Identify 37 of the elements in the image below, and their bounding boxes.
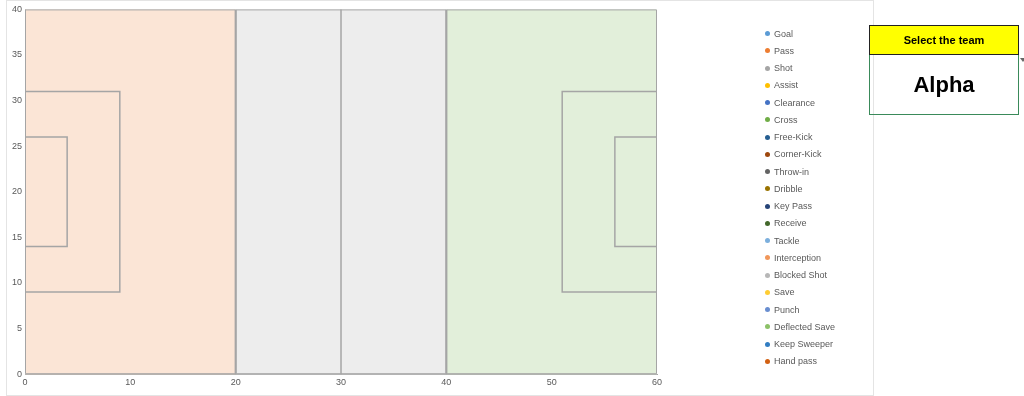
y-tick-label: 10 bbox=[12, 277, 23, 288]
x-tick-label: 40 bbox=[441, 377, 452, 388]
text: Select the team bbox=[869, 25, 1019, 55]
y-tick-label: 20 bbox=[12, 186, 23, 197]
x-tick-label: 30 bbox=[336, 377, 347, 388]
legend-label: Interception bbox=[774, 252, 822, 263]
legend-label: Goal bbox=[774, 28, 794, 39]
y-tick-label: 35 bbox=[12, 49, 23, 60]
y-tick-label: 30 bbox=[12, 95, 23, 106]
y-tick-label: 0 bbox=[17, 368, 23, 379]
legend-label: Receive bbox=[774, 218, 807, 229]
text: Alpha bbox=[869, 55, 1019, 115]
legend-label: Deflected Save bbox=[774, 321, 836, 332]
legend-label: Save bbox=[774, 287, 795, 298]
legend-label: Cross bbox=[774, 114, 798, 125]
y-tick-label: 40 bbox=[12, 3, 23, 14]
legend-label: Punch bbox=[774, 304, 800, 315]
legend-label: Keep Sweeper bbox=[774, 339, 834, 350]
legend-label: Tackle bbox=[774, 235, 800, 246]
legend-label: Clearance bbox=[774, 97, 816, 108]
legend-label: Pass bbox=[774, 45, 795, 56]
legend-label: Hand pass bbox=[774, 356, 818, 367]
y-tick-label: 15 bbox=[12, 231, 23, 242]
legend-label: Assist bbox=[774, 80, 799, 91]
legend-label: Blocked Shot bbox=[774, 270, 828, 281]
legend-label: Throw-in bbox=[774, 166, 810, 177]
x-tick-label: 60 bbox=[651, 377, 663, 388]
legend-label: Free-Kick bbox=[774, 132, 813, 143]
legend-label: Shot bbox=[774, 63, 793, 74]
y-tick-label: 5 bbox=[17, 323, 23, 334]
x-tick-label: 50 bbox=[546, 377, 557, 388]
legend-label: Corner-Kick bbox=[774, 149, 822, 160]
y-tick-label: 25 bbox=[12, 140, 23, 151]
x-tick-label: 20 bbox=[230, 377, 241, 388]
legend-label: Dribble bbox=[774, 183, 803, 194]
legend-label: Key Pass bbox=[774, 201, 813, 212]
x-tick-label: 10 bbox=[125, 377, 136, 388]
